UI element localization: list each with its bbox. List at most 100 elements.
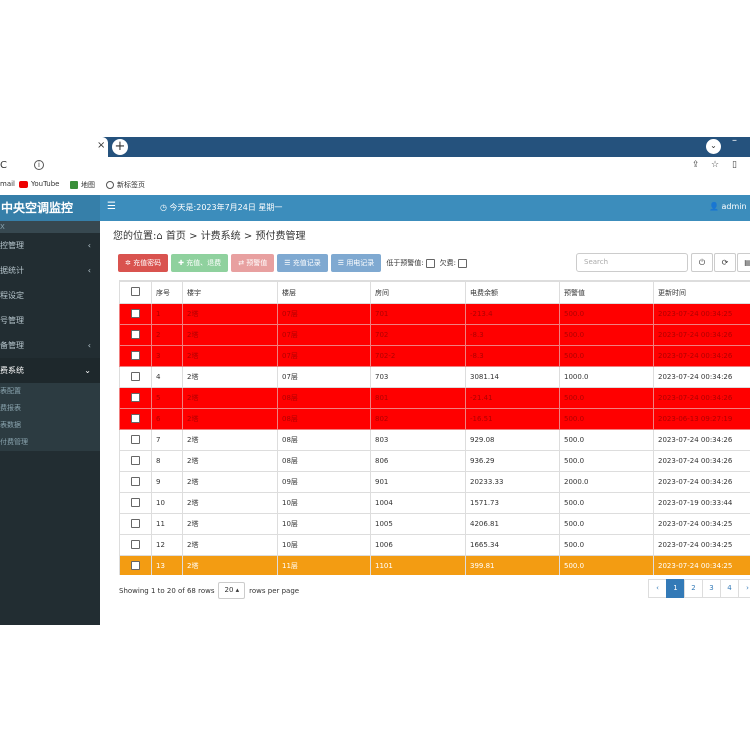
- site-info-icon[interactable]: i: [34, 160, 44, 170]
- tab-search-chevron-icon[interactable]: ⌄: [706, 139, 721, 154]
- filter-label: 低于预警值:: [386, 259, 424, 267]
- table-row[interactable]: 7 2塔 08层 803 929.08 500.0 2023-07-24 00:34:26: [119, 429, 750, 451]
- user-menu[interactable]: 👤 admin: [709, 202, 747, 211]
- pagination: ‹ 1 2 3 4 ›: [648, 579, 750, 598]
- sidebar-search[interactable]: X: [0, 221, 100, 233]
- recharge-records-button[interactable]: ☰ 充值记录: [277, 254, 328, 272]
- column-header[interactable]: 楼层: [277, 281, 371, 304]
- column-header[interactable]: 房间: [370, 281, 466, 304]
- below-warn-checkbox[interactable]: [425, 258, 435, 268]
- refresh-toggle-button[interactable]: ⏻: [691, 253, 713, 272]
- sidebar-subitem-prepaid[interactable]: 付费管理: [0, 438, 28, 446]
- table-cell: 07层: [277, 366, 371, 388]
- column-header[interactable]: 预警值: [559, 281, 654, 304]
- bookmark-star-icon[interactable]: ☆: [711, 160, 720, 170]
- sidebar-item-schedule[interactable]: 程设定: [0, 283, 100, 308]
- row-checkbox[interactable]: [131, 455, 140, 465]
- column-header[interactable]: 楼宇: [182, 281, 278, 304]
- row-select-cell: [119, 345, 152, 367]
- minimize-icon[interactable]: –: [732, 137, 737, 146]
- table-row[interactable]: 2 2塔 07层 702 -8.3 500.0 2023-07-24 00:34:26: [119, 324, 750, 346]
- page-prev-button[interactable]: ‹: [648, 579, 667, 598]
- table-cell: 703: [370, 366, 466, 388]
- sidebar-submenu: 表配置 费报表 表数据 付费管理: [0, 383, 100, 451]
- button-label: 充值、退费: [186, 259, 222, 267]
- row-checkbox[interactable]: [131, 518, 140, 528]
- sidepanel-icon[interactable]: ▯: [732, 160, 737, 170]
- close-tab-icon[interactable]: ×: [97, 140, 106, 151]
- sidebar-item-monitor[interactable]: 控管理 ‹: [0, 233, 100, 258]
- search-input[interactable]: Search: [576, 253, 688, 272]
- row-checkbox[interactable]: [131, 329, 140, 339]
- warn-value-button[interactable]: ⇄ 预警值: [231, 254, 275, 272]
- column-header[interactable]: 更新时间: [653, 281, 750, 304]
- page-button-2[interactable]: 2: [684, 579, 703, 598]
- sidebar-item-stats[interactable]: 据统计 ‹: [0, 258, 100, 283]
- filter-label: 欠费:: [439, 259, 457, 267]
- row-checkbox[interactable]: [131, 308, 140, 318]
- table-row[interactable]: 4 2塔 07层 703 3081.14 1000.0 2023-07-24 00:34:2…: [119, 366, 750, 388]
- sidebar-subitem-meter-data[interactable]: 表数据: [0, 421, 21, 429]
- columns-button[interactable]: ▤: [737, 253, 750, 272]
- row-checkbox[interactable]: [131, 392, 140, 402]
- share-icon[interactable]: ⇪: [692, 160, 700, 170]
- app-logo[interactable]: 中央空调监控: [0, 195, 100, 221]
- new-tab-button[interactable]: +: [112, 139, 128, 155]
- page-size-select[interactable]: 20 ▴: [218, 582, 246, 599]
- retweet-icon: ⇄: [238, 259, 247, 267]
- table-row[interactable]: 1 2塔 07层 701 -213.4 500.0 2023-07-24 00:34:25: [119, 303, 750, 325]
- row-checkbox[interactable]: [131, 371, 140, 381]
- row-checkbox[interactable]: [131, 539, 140, 549]
- page-next-button[interactable]: ›: [738, 579, 750, 598]
- recharge-refund-button[interactable]: ✚ 充值、退费: [171, 254, 229, 272]
- breadcrumb-billing[interactable]: 计费系统: [200, 231, 241, 242]
- breadcrumb-home[interactable]: 首页: [165, 231, 186, 242]
- table-cell: 500.0: [559, 492, 654, 514]
- reload-icon[interactable]: C: [0, 160, 7, 171]
- menu-toggle-icon[interactable]: ☰: [107, 201, 116, 212]
- table-cell: 11: [151, 513, 183, 535]
- page-button-1[interactable]: 1: [666, 579, 685, 598]
- row-select-cell: [119, 387, 152, 409]
- browser-tab[interactable]: ×: [0, 137, 108, 157]
- table-row[interactable]: 8 2塔 08层 806 936.29 500.0 2023-07-24 00:34:26: [119, 450, 750, 472]
- column-header[interactable]: 电费余额: [465, 281, 560, 304]
- sidebar-item-billing[interactable]: 费系统 ⌄: [0, 358, 100, 383]
- refresh-button[interactable]: ⟳: [714, 253, 736, 272]
- table-row[interactable]: 3 2塔 07层 702-2 -8.3 500.0 2023-07-24 00:34:26: [119, 345, 750, 367]
- table-row[interactable]: 12 2塔 10层 1006 1665.34 500.0 2023-07-24 00:34:…: [119, 534, 750, 556]
- sidebar-item-devices[interactable]: 备管理 ‹: [0, 333, 100, 358]
- sidebar-item-label: 费系统: [0, 366, 24, 375]
- select-all-checkbox[interactable]: [131, 287, 140, 296]
- page-button-3[interactable]: 3: [702, 579, 721, 598]
- sidebar-subitem-billing-report[interactable]: 费报表: [0, 404, 21, 412]
- row-checkbox[interactable]: [131, 413, 140, 423]
- usage-records-button[interactable]: ☰ 用电记录: [330, 254, 382, 272]
- table-row[interactable]: 10 2塔 10层 1004 1571.73 500.0 2023-07-19 00:33:…: [119, 492, 750, 514]
- table-row[interactable]: 6 2塔 08层 802 -16.51 500.0 2023-06-13 09:27:19: [119, 408, 750, 430]
- bookmark-newtab[interactable]: 新标签页: [106, 180, 145, 190]
- bookmark-mail[interactable]: mail: [0, 180, 15, 188]
- bookmark-maps[interactable]: 地图: [70, 180, 95, 190]
- bookmark-youtube[interactable]: YouTube: [19, 180, 59, 188]
- page-button-4[interactable]: 4: [720, 579, 739, 598]
- breadcrumb: 您的位置:⌂ 首页 > 计费系统 > 预付费管理: [113, 227, 305, 242]
- column-header[interactable]: 序号: [151, 281, 183, 304]
- sidebar-item-accounts[interactable]: 号管理: [0, 308, 100, 333]
- row-checkbox[interactable]: [131, 434, 140, 444]
- recharge-password-button[interactable]: ✲ 充值密码: [118, 254, 169, 272]
- table-cell: 702-2: [370, 345, 466, 367]
- row-checkbox[interactable]: [131, 476, 140, 486]
- table-row[interactable]: 5 2塔 08层 801 -21.41 500.0 2023-07-24 00:34:26: [119, 387, 750, 409]
- row-checkbox[interactable]: [131, 560, 140, 570]
- table-row[interactable]: 9 2塔 09层 901 20233.33 2000.0 2023-07-24 00:34:…: [119, 471, 750, 493]
- row-checkbox[interactable]: [131, 497, 140, 507]
- url-input[interactable]: [30, 159, 690, 174]
- row-checkbox[interactable]: [131, 350, 140, 360]
- table-cell: 2023-06-13 09:27:19: [653, 408, 750, 430]
- sidebar-subitem-meter-config[interactable]: 表配置: [0, 387, 21, 395]
- arrears-checkbox[interactable]: [458, 258, 468, 268]
- sidebar-item-label: 控管理: [0, 241, 24, 250]
- table-row[interactable]: 13 2塔 11层 1101 399.81 500.0 2023-07-24 00:34:2…: [119, 555, 750, 575]
- table-row[interactable]: 11 2塔 10层 1005 4206.81 500.0 2023-07-24 00:34:…: [119, 513, 750, 535]
